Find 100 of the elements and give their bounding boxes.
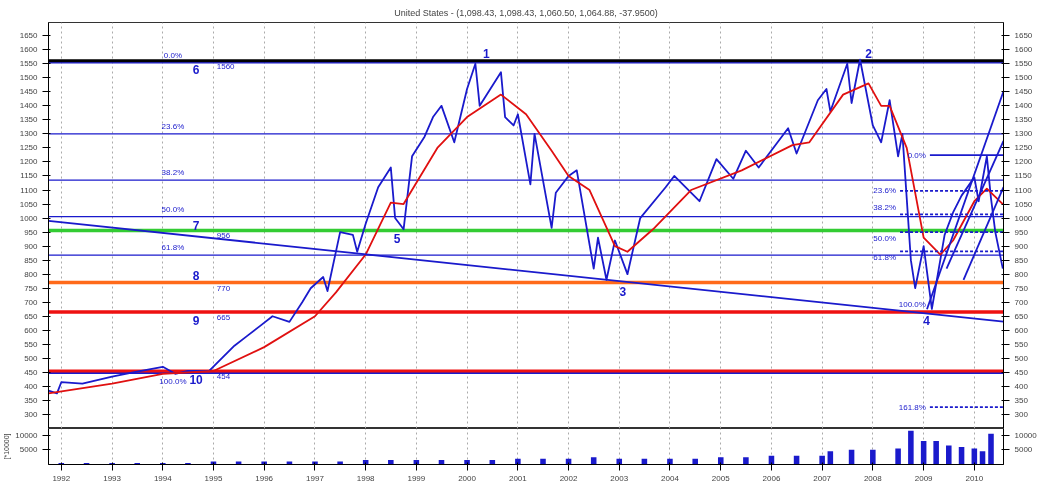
y2-tick-label: 650 bbox=[1014, 311, 1029, 321]
y2-tick-label: 900 bbox=[1014, 241, 1029, 251]
y-tick-label: 750 bbox=[24, 283, 39, 293]
y2-tick-label: 1100 bbox=[1014, 185, 1033, 195]
annotation: 23.6% bbox=[161, 121, 185, 131]
annotation: 2 bbox=[865, 46, 873, 61]
y-tick-label: 1200 bbox=[19, 157, 39, 167]
annotation: 6 bbox=[192, 62, 200, 77]
y-tick-label: 5000 bbox=[19, 445, 39, 455]
y2-tick-label: 700 bbox=[1014, 297, 1029, 307]
x-tick-label: 2006 bbox=[762, 473, 781, 483]
x-tick-label: 1992 bbox=[52, 473, 71, 483]
y2-tick-label: 600 bbox=[1014, 325, 1029, 335]
annotation: 23.6% bbox=[873, 186, 897, 196]
x-tick-label: 1993 bbox=[103, 473, 122, 483]
y2-tick-label: 850 bbox=[1014, 255, 1029, 265]
ref-line-label: 665 bbox=[216, 313, 231, 323]
y2-tick-label: 10000 bbox=[1014, 430, 1038, 440]
y2-tick-label: 1150 bbox=[1014, 171, 1033, 181]
annotation: 50.0% bbox=[873, 234, 897, 244]
y-tick-label: 1150 bbox=[20, 171, 39, 181]
y-tick-label: 800 bbox=[24, 269, 39, 279]
y2-tick-label: 1000 bbox=[1014, 213, 1033, 223]
y-tick-label: 600 bbox=[24, 325, 39, 335]
y-tick-label: 1100 bbox=[20, 185, 39, 195]
x-tick-label: 1994 bbox=[153, 473, 173, 483]
ref-line-label: 956 bbox=[216, 231, 231, 241]
y2-tick-label: 1350 bbox=[1014, 115, 1033, 125]
y2-tick-label: 450 bbox=[1014, 367, 1029, 377]
x-tick-label: 1999 bbox=[407, 473, 426, 483]
annotation: 38.2% bbox=[873, 203, 897, 213]
annotation: 100.0% bbox=[898, 300, 926, 310]
y2-tick-label: 1050 bbox=[1014, 199, 1033, 209]
y-tick-label: 1450 bbox=[19, 87, 39, 97]
y-tick-label: 1400 bbox=[19, 101, 39, 111]
annotation: 5 bbox=[393, 232, 401, 247]
y2-tick-label: 1300 bbox=[1014, 129, 1033, 139]
y-tick-label: 350 bbox=[24, 395, 39, 405]
y2-tick-label: 500 bbox=[1014, 353, 1029, 363]
y-tick-label: 1550 bbox=[19, 59, 39, 69]
y-tick-label: 400 bbox=[24, 381, 39, 391]
y2-tick-label: 950 bbox=[1014, 227, 1029, 237]
y2-tick-label: 5000 bbox=[1014, 445, 1033, 455]
y2-tick-label: 1600 bbox=[1014, 45, 1033, 55]
y-tick-label: 1000 bbox=[19, 213, 39, 223]
annotation: 0.0% bbox=[163, 50, 183, 60]
y2-tick-label: 1250 bbox=[1014, 143, 1033, 153]
x-tick-label: 2000 bbox=[458, 473, 477, 483]
y-tick-label: 1300 bbox=[19, 129, 39, 139]
annotation: 61.8% bbox=[873, 253, 897, 263]
annotation: 8 bbox=[192, 268, 200, 283]
annotation: 4 bbox=[923, 314, 931, 329]
annotation: 7 bbox=[192, 218, 200, 233]
ref-line-label: 454 bbox=[216, 372, 231, 382]
y-tick-label: 1600 bbox=[19, 45, 39, 55]
x-tick-label: 2005 bbox=[711, 473, 731, 483]
ref-line-label: 1560 bbox=[216, 61, 236, 71]
x-tick-label: 2004 bbox=[661, 473, 680, 483]
x-tick-label: 1996 bbox=[255, 473, 274, 483]
y2-tick-label: 300 bbox=[1014, 409, 1029, 419]
annotation: 100.0% bbox=[159, 377, 187, 387]
x-tick-label: 2003 bbox=[610, 473, 629, 483]
x-tick-label: 1997 bbox=[306, 473, 325, 483]
x-tick-label: 2008 bbox=[863, 473, 883, 483]
y-tick-label: 900 bbox=[24, 241, 39, 251]
y2-tick-label: 800 bbox=[1014, 269, 1029, 279]
y-tick-label: 950 bbox=[24, 227, 39, 237]
y2-tick-label: 750 bbox=[1014, 283, 1029, 293]
y-tick-label: 450 bbox=[24, 367, 39, 377]
chart-title: United States - (1,098.43, 1,098.43, 1,060.50, 1,064.88, -37.9500) bbox=[394, 7, 658, 18]
y-tick-label: 1250 bbox=[19, 143, 39, 153]
y-tick-label: 1350 bbox=[19, 115, 39, 125]
x-tick-label: 2007 bbox=[813, 473, 832, 483]
y2-tick-label: 1650 bbox=[1014, 31, 1033, 41]
ref-line-label: 770 bbox=[216, 283, 231, 293]
y-tick-label: 1050 bbox=[19, 199, 39, 209]
y2-tick-label: 1400 bbox=[1014, 101, 1033, 111]
x-tick-label: 2010 bbox=[965, 473, 984, 483]
y-tick-label: 1650 bbox=[19, 31, 39, 41]
x-tick-label: 2002 bbox=[559, 473, 579, 483]
y-tick-label: 700 bbox=[24, 297, 39, 307]
y2-tick-label: 1450 bbox=[1014, 87, 1033, 97]
y2-tick-label: 1550 bbox=[1014, 59, 1033, 69]
y-tick-label: 500 bbox=[24, 353, 39, 363]
annotation: 10 bbox=[189, 373, 204, 388]
x-tick-label: 1995 bbox=[204, 473, 223, 483]
y-tick-label: 300 bbox=[24, 409, 39, 419]
y-tick-label: 650 bbox=[24, 311, 39, 321]
annotation: 50.0% bbox=[161, 204, 185, 214]
y2-tick-label: 350 bbox=[1014, 395, 1029, 405]
annotation: 9 bbox=[192, 314, 200, 329]
annotation: 161.8% bbox=[898, 402, 926, 412]
annotation: 61.8% bbox=[161, 243, 185, 253]
y2-tick-label: 1500 bbox=[1014, 73, 1033, 83]
y-tick-label: 850 bbox=[24, 255, 39, 265]
annotation: 3 bbox=[619, 284, 627, 299]
annotation: 1 bbox=[482, 46, 490, 61]
y2-tick-label: 1200 bbox=[1014, 157, 1033, 167]
x-tick-label: 2001 bbox=[508, 473, 528, 483]
annotation: 38.2% bbox=[161, 168, 185, 178]
